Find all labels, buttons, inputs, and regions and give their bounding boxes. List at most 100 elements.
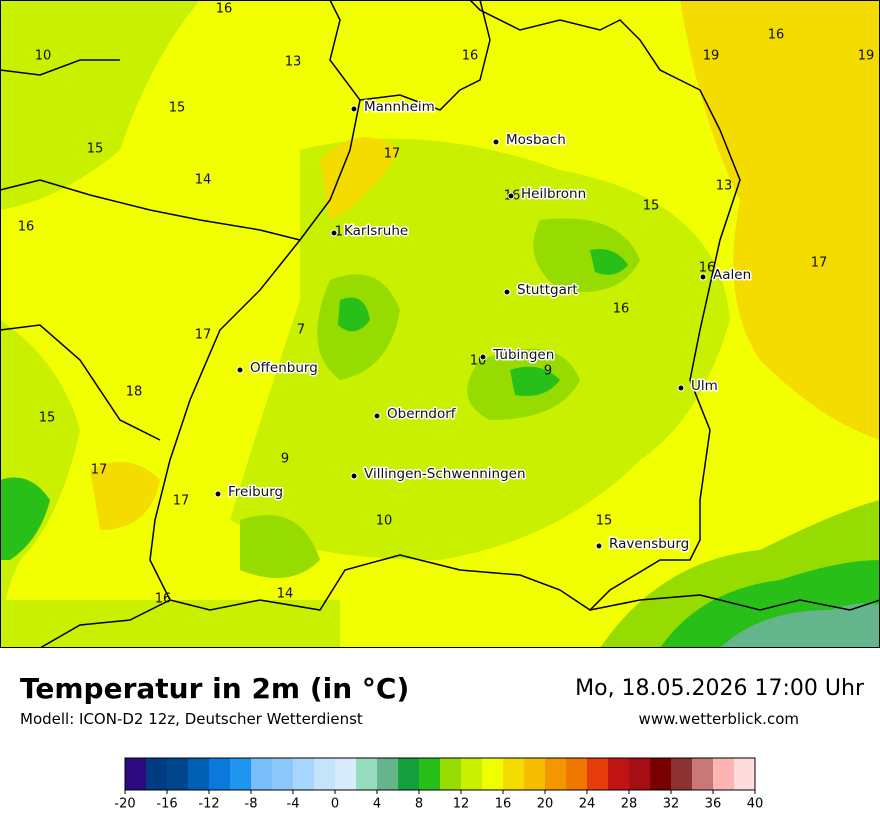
city-dot (492, 138, 500, 146)
temperature-value: 16 (613, 302, 630, 317)
temperature-value: 16 (768, 28, 785, 43)
legend-tick-label: 4 (373, 797, 381, 812)
city-dot (595, 542, 603, 550)
temperature-value: 13 (285, 55, 302, 70)
legend-tick-label: 20 (537, 797, 554, 812)
city-name: Offenburg (250, 360, 318, 376)
city-name: Oberndorf (387, 406, 457, 422)
city-name: Karlsruhe (344, 223, 408, 239)
city-dot (350, 472, 358, 480)
legend-swatch (230, 758, 252, 790)
temperature-labels: 16 10 13 16 19 16 19 15 15 17 14 16 13 15 16 17 16 17 16 7 1… (18, 2, 875, 607)
legend-tick-label: 36 (705, 797, 722, 812)
city-dot (373, 412, 381, 420)
city-name: Freiburg (228, 484, 283, 500)
temperature-map: 16 10 13 16 19 16 19 15 15 17 14 16 13 15 16 17 16 17 16 7 1… (0, 0, 880, 648)
legend-swatch (566, 758, 588, 790)
legend-swatch (650, 758, 672, 790)
legend-swatch (356, 758, 378, 790)
temperature-value: 15 (596, 514, 613, 529)
temperature-value: 7 (297, 323, 305, 338)
temperature-value: 17 (384, 147, 401, 162)
legend-tick-label: -4 (287, 797, 300, 812)
temperature-value: 10 (35, 49, 52, 64)
borders (0, 0, 880, 648)
temperature-value: 15 (39, 411, 56, 426)
legend-swatch (524, 758, 546, 790)
legend-tick-label: 32 (663, 797, 680, 812)
city-dot (507, 192, 515, 200)
legend-swatch (734, 758, 756, 790)
temperature-value: 16 (216, 2, 233, 17)
city-dot (236, 366, 244, 374)
city-name: Heilbronn (521, 186, 586, 202)
temperature-value: 9 (544, 364, 552, 379)
city-name: Ulm (691, 378, 718, 394)
city-name: Tübingen (492, 347, 554, 363)
city-dot (503, 288, 511, 296)
legend-tick-label: -20 (114, 797, 135, 812)
legend-swatch (335, 758, 357, 790)
legend-swatch (398, 758, 420, 790)
temperature-value: 10 (376, 514, 393, 529)
legend-swatch (671, 758, 693, 790)
city-dot (214, 490, 222, 498)
legend-swatch (188, 758, 210, 790)
legend-tick-label: -8 (245, 797, 258, 812)
website: www.wetterblick.com (638, 710, 799, 728)
legend-tick-label: 28 (621, 797, 638, 812)
temperature-value: 13 (716, 179, 733, 194)
city-name: Mosbach (506, 132, 566, 148)
legend-tick-label: 8 (415, 797, 423, 812)
temperature-value: 9 (281, 452, 289, 467)
legend-swatch (125, 758, 147, 790)
legend-swatch (587, 758, 609, 790)
temperature-value: 14 (195, 173, 212, 188)
legend-tick-label: 0 (331, 797, 339, 812)
temperature-value: 18 (126, 385, 143, 400)
legend-swatch (167, 758, 189, 790)
legend-swatch (293, 758, 315, 790)
legend-swatch (629, 758, 651, 790)
city-dot (330, 229, 338, 237)
temperature-value: 15 (87, 142, 104, 157)
legend-swatch (419, 758, 441, 790)
legend-frame (124, 757, 756, 791)
city-name: Villingen-Schwenningen (364, 466, 526, 482)
city-dot (479, 353, 487, 361)
temperature-field (0, 0, 880, 648)
legend-swatch (545, 758, 567, 790)
legend-swatch (503, 758, 525, 790)
legend-swatch (146, 758, 168, 790)
legend-tick-label: 24 (579, 797, 596, 812)
legend-swatch (272, 758, 294, 790)
temperature-value: 14 (277, 587, 294, 602)
temperature-value: 19 (703, 49, 720, 64)
city-labels: Mannheim Mosbach Heilbronn Karlsruhe Aalen St… (214, 98, 753, 554)
subtitle: Modell: ICON-D2 12z, Deutscher Wetterdie… (20, 710, 363, 728)
legend-swatch (482, 758, 504, 790)
legend-swatch (713, 758, 735, 790)
city-name: Stuttgart (517, 282, 578, 298)
legend-tick-label: 12 (453, 797, 470, 812)
city-name: Aalen (713, 267, 751, 283)
temperature-value: 17 (195, 328, 212, 343)
legend-swatch (692, 758, 714, 790)
legend-swatch (440, 758, 462, 790)
legend-swatch (461, 758, 483, 790)
temperature-value: 16 (155, 592, 172, 607)
temperature-value: 17 (91, 463, 108, 478)
legend-swatch (608, 758, 630, 790)
temperature-value: 16 (18, 220, 35, 235)
city-dot (699, 273, 707, 281)
color-legend: -20 -16 -12 -8 -4 0 4 8 12 16 20 24 28 32 36 40 (114, 757, 764, 812)
temperature-value: 19 (858, 49, 875, 64)
city-name: Ravensburg (609, 536, 689, 552)
temperature-value: 16 (699, 261, 716, 276)
legend-swatch (209, 758, 231, 790)
temperature-value: 15 (643, 199, 660, 214)
legend-tick-label: 40 (747, 797, 764, 812)
temperature-value: 17 (335, 225, 352, 240)
city-dot (350, 105, 358, 113)
